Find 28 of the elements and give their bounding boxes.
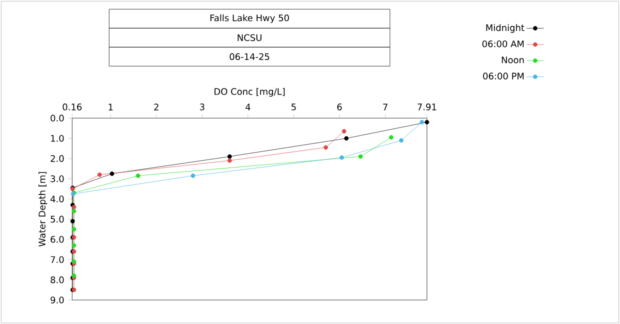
x-tick-label: 7.91 (418, 103, 436, 110)
x-tick-label: 2 (154, 104, 158, 110)
legend-label: 06:00 PM (483, 72, 524, 80)
legend-label: Midnight (486, 24, 524, 33)
y-tick-label: 4.0 (50, 195, 64, 202)
x-tick-label: 1 (108, 104, 113, 110)
y-tick-label: 3.0 (50, 175, 64, 182)
x-tick-label: 3 (200, 103, 204, 110)
y-tick-label: 1.0 (51, 134, 64, 142)
y-tick-label: 2.0 (50, 155, 64, 162)
text: 06-14-25 (230, 53, 270, 60)
legend-label: 06:00 AM (482, 40, 524, 48)
x-tick-label: 0.16 (62, 103, 82, 110)
chart-title: Falls Lake Hwy 50 (210, 14, 289, 23)
y-axis-title: Water Depth [m] (38, 172, 48, 246)
x-tick-label: 5 (292, 104, 296, 110)
y-tick-label: 6.0 (50, 236, 64, 243)
x-tick-label: 6 (337, 103, 342, 110)
x-axis-title: DO Conc [mg/L] (214, 88, 285, 97)
legend-label: Noon (502, 56, 524, 64)
y-tick-label: 9.0 (50, 296, 64, 304)
y-tick-label: 0.0 (50, 114, 64, 122)
y-tick-label: 5.0 (50, 216, 64, 222)
chart-subtitle: NCSU (238, 34, 262, 41)
x-tick-label: 4 (246, 104, 250, 110)
y-tick-label: 8.0 (50, 276, 64, 284)
y-tick-label: 7.0 (50, 256, 64, 263)
x-tick-label: 7 (383, 104, 388, 110)
